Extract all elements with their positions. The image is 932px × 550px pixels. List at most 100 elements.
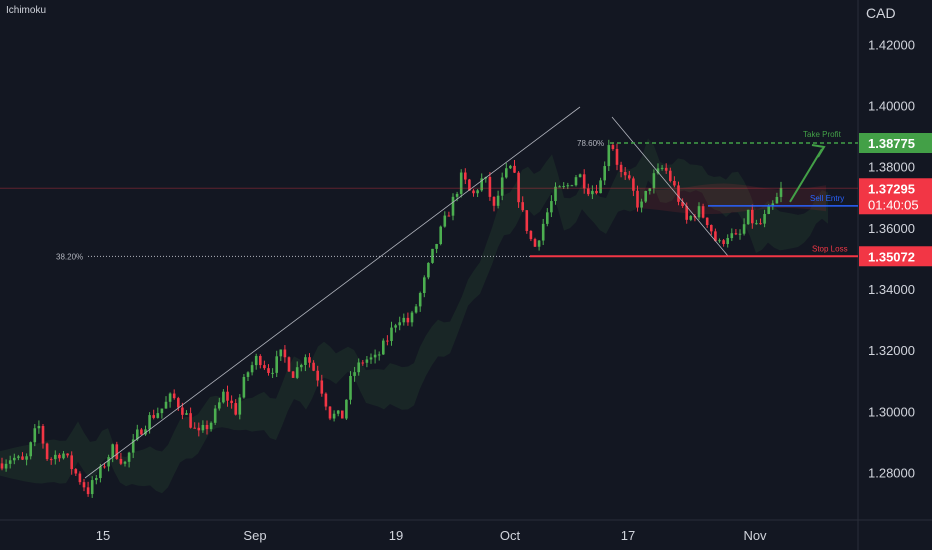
y-tick-label: 1.42000 xyxy=(868,37,915,52)
candle-body xyxy=(156,413,160,418)
candle-body xyxy=(164,401,168,409)
candle-body xyxy=(632,178,635,191)
candle-body xyxy=(49,459,53,461)
y-tick-label: 1.36000 xyxy=(868,221,915,236)
candle-body xyxy=(488,176,492,197)
candle-body xyxy=(353,372,356,376)
candle-body xyxy=(316,370,319,381)
candle-body xyxy=(669,170,672,181)
candle-body xyxy=(95,478,98,481)
x-tick-label: 19 xyxy=(389,528,403,543)
candle-body xyxy=(578,174,582,178)
current-price: 1.37295 xyxy=(868,181,915,196)
candle-body xyxy=(607,145,611,167)
candle-body xyxy=(197,427,201,431)
candle-body xyxy=(509,165,512,169)
candle-body xyxy=(144,429,147,435)
candle-body xyxy=(439,226,442,245)
y-tick-label: 1.30000 xyxy=(868,404,915,419)
candle-body xyxy=(21,456,24,460)
candle-body xyxy=(328,406,332,419)
candle-body xyxy=(90,480,94,495)
stop-loss-label: Stop Loss xyxy=(812,244,848,253)
candle-body xyxy=(230,400,233,404)
candle-body xyxy=(115,444,119,459)
candle-body xyxy=(537,240,541,247)
candle-body xyxy=(82,482,86,488)
candle-body xyxy=(246,372,250,377)
candle-body xyxy=(29,442,32,457)
candle-body xyxy=(279,349,283,357)
candle-body xyxy=(189,413,192,428)
stop-loss-tag xyxy=(859,246,932,267)
candle-body xyxy=(410,312,414,323)
candle-body xyxy=(283,349,287,358)
candle-body xyxy=(505,168,508,178)
candle-body xyxy=(209,422,213,430)
candle-body xyxy=(521,202,524,211)
indicator-label[interactable]: Ichimoku xyxy=(6,5,47,16)
candle-body xyxy=(742,224,746,234)
candle-body xyxy=(599,180,602,194)
candle-body xyxy=(308,357,311,363)
candle-body xyxy=(464,172,467,180)
current-price-tag xyxy=(859,178,932,215)
candle-body xyxy=(673,180,676,186)
candle-body xyxy=(476,190,479,194)
candle-body xyxy=(435,244,438,249)
candle-body xyxy=(377,354,381,356)
candle-body xyxy=(566,185,570,187)
candle-body xyxy=(546,212,549,224)
candle-body xyxy=(660,167,664,169)
candle-body xyxy=(275,356,278,373)
candle-body xyxy=(550,201,553,213)
take-profit-tag xyxy=(859,133,932,153)
y-tick-label: 1.40000 xyxy=(868,99,915,114)
candle-body xyxy=(54,454,57,460)
candle-body xyxy=(152,415,155,418)
time-axis[interactable]: 15 Sep 19 Oct 17 Nov xyxy=(96,528,767,543)
candle-body xyxy=(213,408,217,423)
candle-body xyxy=(710,225,713,232)
target-arrow-head xyxy=(811,144,826,158)
candles xyxy=(0,139,783,498)
candle-body xyxy=(697,206,701,218)
candle-body xyxy=(201,424,205,431)
candle-body xyxy=(222,391,225,403)
candle-body xyxy=(382,340,385,355)
candle-body xyxy=(226,391,229,401)
candle-body xyxy=(418,293,422,307)
price-axis[interactable]: 1.42000 1.40000 1.38000 1.36000 1.34000 1.320… xyxy=(868,37,915,480)
candle-body xyxy=(58,454,61,459)
candle-body xyxy=(357,362,360,373)
candle-body xyxy=(705,217,709,226)
candle-body xyxy=(127,452,131,462)
candle-body xyxy=(492,196,496,206)
candle-body xyxy=(468,179,471,191)
candle-body xyxy=(140,429,143,435)
candle-body xyxy=(332,413,336,419)
candle-body xyxy=(574,177,578,186)
candle-body xyxy=(500,177,504,196)
candle-body xyxy=(86,487,90,495)
candle-body xyxy=(103,466,106,468)
candle-body xyxy=(533,239,537,247)
candle-body xyxy=(287,357,291,372)
candle-body xyxy=(775,196,779,204)
fib-label-3820: 38.20% xyxy=(56,252,83,261)
candle-body xyxy=(365,359,369,363)
trend-line xyxy=(84,106,581,479)
candle-body xyxy=(570,185,574,187)
candle-body xyxy=(652,173,656,189)
candle-body xyxy=(295,367,299,378)
candle-body xyxy=(681,201,684,207)
candle-body xyxy=(480,178,483,191)
candle-body xyxy=(324,393,328,407)
candle-body xyxy=(263,365,266,369)
candle-body xyxy=(373,354,377,358)
candle-body xyxy=(168,393,172,402)
